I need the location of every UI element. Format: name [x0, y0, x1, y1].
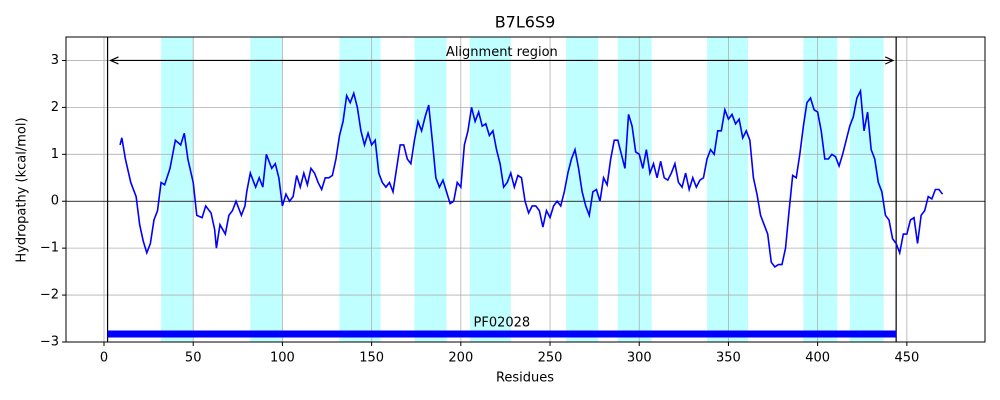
shaded-region — [803, 37, 838, 342]
x-tick-label: 150 — [359, 351, 384, 366]
y-tick-label: 2 — [51, 100, 59, 115]
x-tick-label: 50 — [185, 351, 202, 366]
shaded-region — [617, 37, 652, 342]
y-tick-label: 3 — [51, 53, 59, 68]
y-tick-label: 0 — [51, 194, 59, 209]
x-tick-label: 250 — [538, 351, 563, 366]
alignment-label: Alignment region — [446, 45, 558, 60]
y-tick-label: −3 — [40, 335, 59, 350]
shaded-region — [707, 37, 749, 342]
shaded-region — [250, 37, 283, 342]
chart-title: B7L6S9 — [495, 13, 556, 32]
x-tick-label: 450 — [894, 351, 919, 366]
x-tick-label: 400 — [805, 351, 830, 366]
shaded-region — [849, 37, 884, 342]
hydropathy-line — [119, 88, 944, 268]
plot-frame — [65, 36, 986, 343]
x-tick-label: 100 — [270, 351, 295, 366]
shaded-region — [161, 37, 194, 342]
x-tick-label: 0 — [100, 351, 108, 366]
x-tick-label: 200 — [448, 351, 473, 366]
y-tick-label: −2 — [40, 288, 59, 303]
shaded-region — [414, 37, 447, 342]
y-axis-label: Hydropathy (kcal/mol) — [15, 117, 30, 262]
x-tick-label: 350 — [716, 351, 741, 366]
y-tick-label: −1 — [40, 241, 59, 256]
shaded-region — [339, 37, 381, 342]
domain-label: PF02028 — [474, 316, 531, 331]
y-tick-label: 1 — [51, 147, 59, 162]
shaded-region — [469, 37, 511, 342]
x-axis-label: Residues — [496, 371, 554, 386]
x-tick-label: 300 — [627, 351, 652, 366]
